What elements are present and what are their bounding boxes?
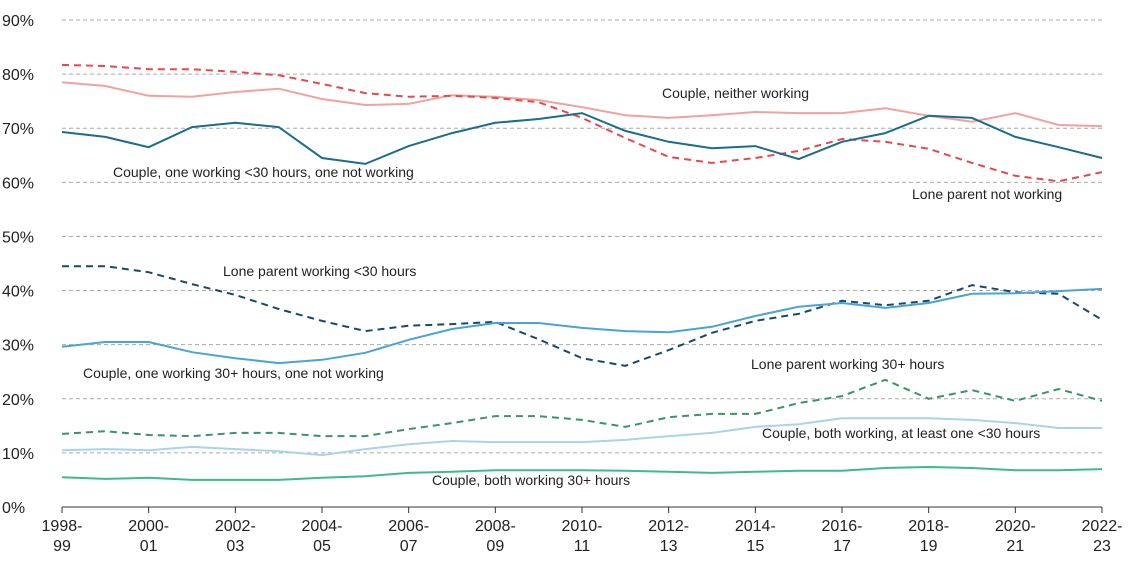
series-label: Couple, both working 30+ hours	[432, 472, 630, 488]
y-tick-label: 40%	[2, 284, 34, 301]
y-tick-label: 10%	[2, 446, 34, 463]
y-tick-label: 60%	[2, 175, 34, 192]
x-tick-label: 2002-03	[215, 518, 256, 555]
series-line	[61, 417, 1102, 457]
x-tick-label: 2022-23	[1082, 518, 1123, 555]
x-tick-label: 2008-09	[475, 518, 516, 555]
y-tick-label: 0%	[2, 500, 25, 517]
series-label: Couple, one working <30 hours, one not w…	[113, 164, 414, 180]
series-line	[61, 81, 1103, 128]
series-label: Lone parent working 30+ hours	[751, 356, 944, 372]
x-tick-label: 2010-11	[562, 518, 603, 555]
x-tick-label: 2020-21	[995, 518, 1036, 555]
x-tick-label: 1998-99	[42, 518, 83, 555]
x-tick-label: 2000-01	[128, 518, 169, 555]
y-tick-label: 90%	[2, 13, 34, 30]
series-line	[61, 465, 1103, 481]
series-label: Couple, both working, at least one <30 h…	[762, 425, 1040, 441]
series-line	[61, 378, 1103, 438]
y-tick-label: 70%	[2, 121, 34, 138]
y-tick-label: 30%	[2, 338, 34, 355]
y-tick-label: 20%	[2, 392, 34, 409]
x-tick-label: 2014-15	[735, 518, 776, 555]
series-line	[61, 112, 1103, 165]
series-line	[61, 287, 1103, 365]
y-tick-label: 80%	[2, 67, 34, 84]
series-line	[61, 63, 1103, 183]
x-tick-label: 2004-05	[302, 518, 343, 555]
x-tick-label: 2018-19	[908, 518, 949, 555]
series-label: Lone parent working <30 hours	[223, 263, 416, 279]
series-label: Lone parent not working	[912, 186, 1062, 202]
y-tick-label: 50%	[2, 229, 34, 246]
series-line	[62, 265, 1103, 367]
x-tick-label: 2016-17	[822, 518, 863, 555]
series-label: Couple, neither working	[662, 85, 809, 101]
series-label: Couple, one working 30+ hours, one not w…	[83, 365, 384, 381]
x-tick-label: 2012-13	[648, 518, 689, 555]
x-tick-label: 2006-07	[388, 518, 429, 555]
